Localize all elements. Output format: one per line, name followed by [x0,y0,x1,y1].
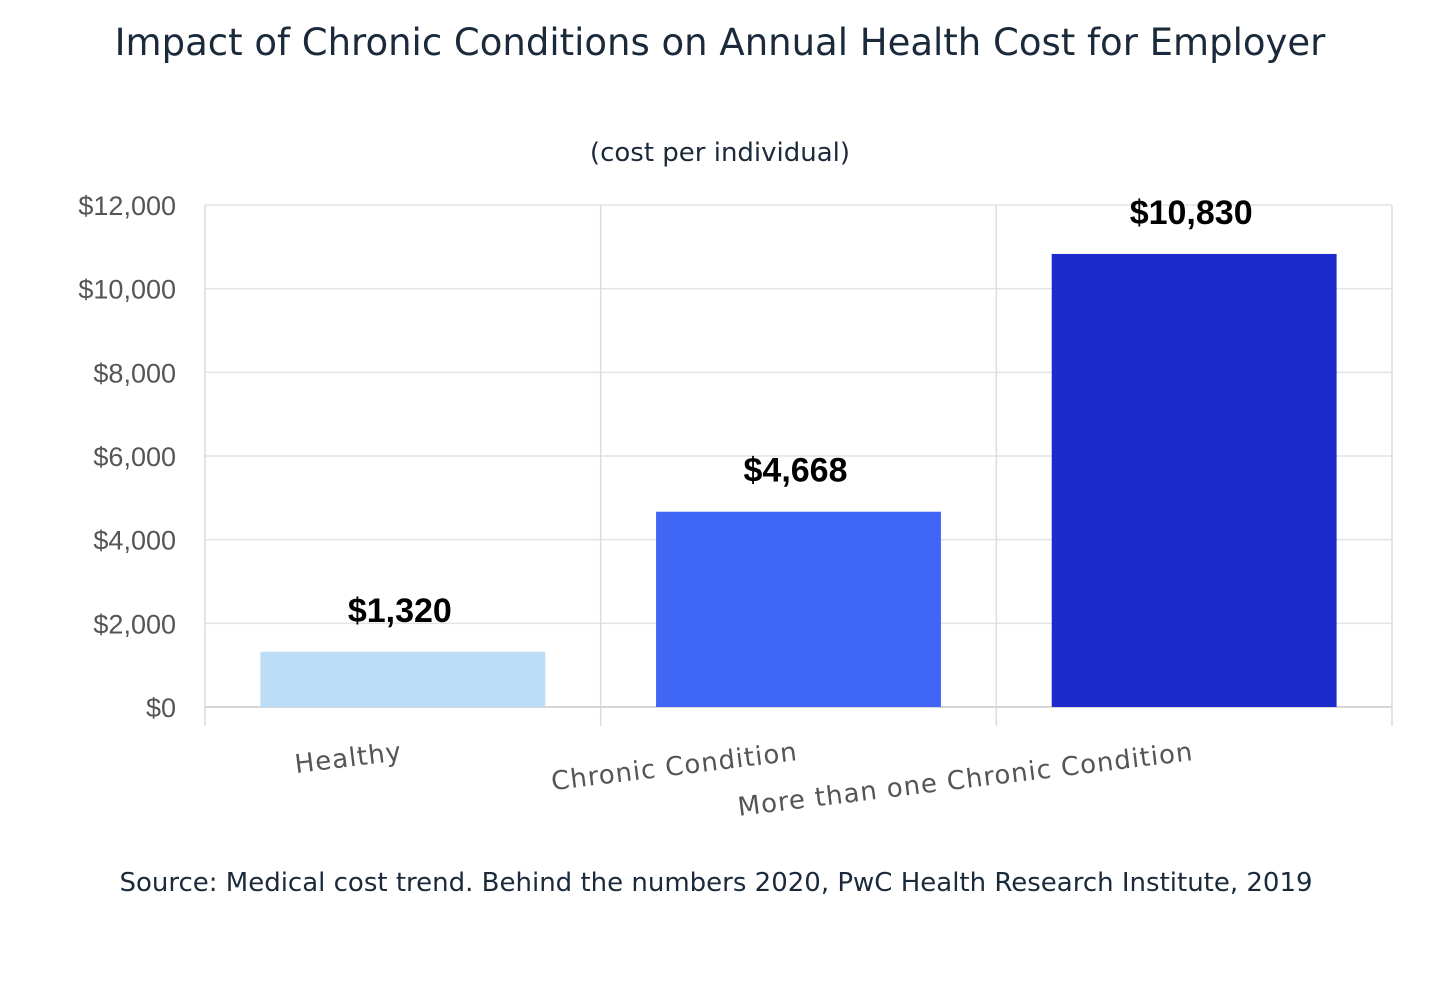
source-note: Source: Medical cost trend. Behind the n… [119,868,1312,898]
y-tick-label: $6,000 [93,442,176,472]
bar [656,511,941,707]
grid [204,204,1393,726]
y-tick-label: $10,000 [78,275,176,305]
x-tick-label: Chronic Condition [550,737,800,797]
bar [1051,253,1337,707]
y-tick-label: $4,000 [93,526,176,556]
data-label: $10,830 [1130,194,1253,232]
y-tick-label: $8,000 [93,358,176,388]
y-tick-label: $2,000 [93,609,176,639]
y-tick-label: $12,000 [78,191,176,221]
chart-subtitle: (cost per individual) [590,138,850,168]
x-tick-label: More than one Chronic Condition [736,737,1195,823]
x-tick-label: Healthy [293,737,404,780]
bars [260,253,1337,707]
y-tick-label: $0 [146,693,176,723]
data-label: $1,320 [348,592,452,630]
data-label: $4,668 [744,452,848,490]
chart-title: Impact of Chronic Conditions on Annual H… [115,21,1327,64]
bar [260,651,546,707]
